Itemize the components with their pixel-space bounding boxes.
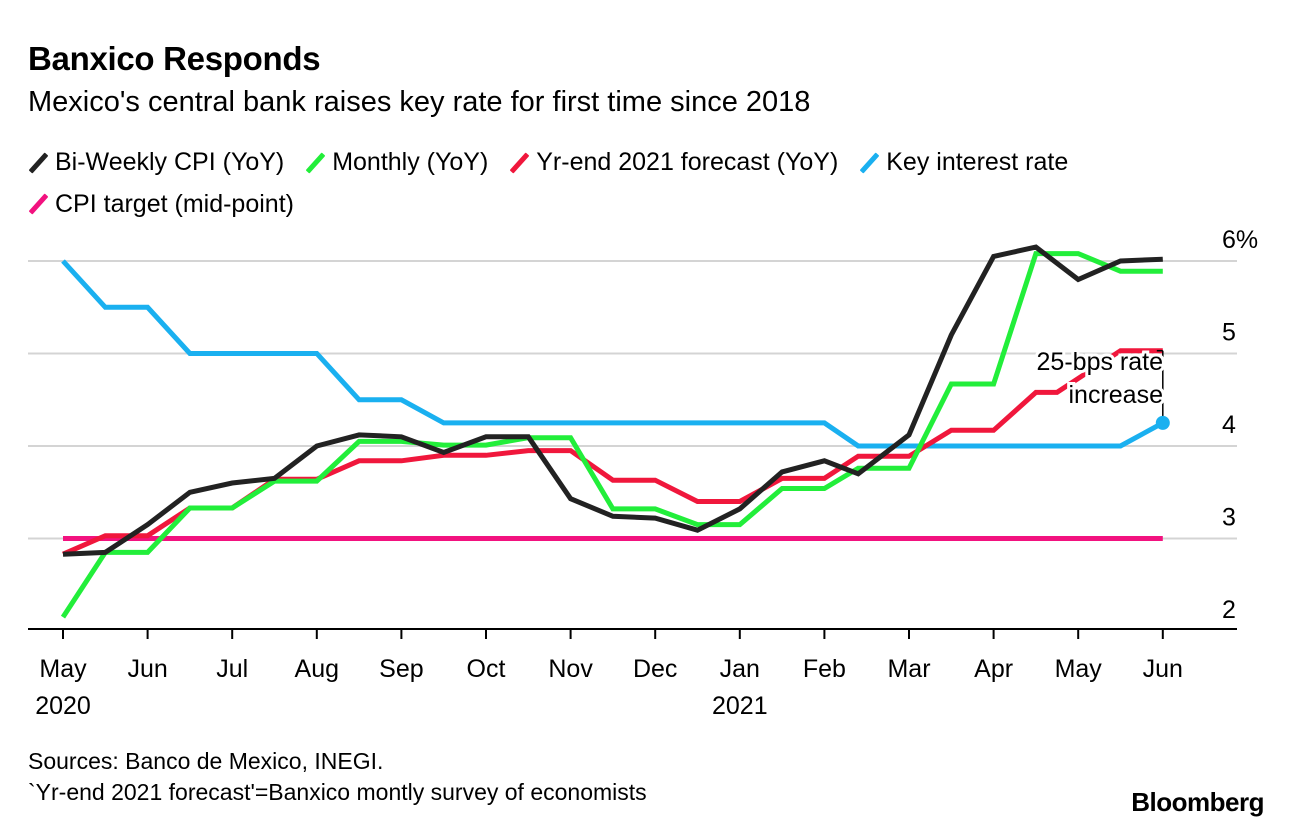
- y-tick-label-4: 4: [1222, 411, 1236, 439]
- x-year-label-2020: 2020: [35, 692, 91, 720]
- forecast-footnote: `Yr-end 2021 forecast'=Banxico montly su…: [28, 779, 647, 805]
- legend-label-cpi-target: CPI target (mid-point): [55, 189, 294, 218]
- y-tick-label-5: 5: [1222, 319, 1236, 347]
- legend-label-key-rate: Key interest rate: [886, 148, 1069, 176]
- y-tick-label-3: 3: [1222, 504, 1236, 532]
- x-tick-label-2: Jul: [216, 655, 248, 683]
- legend-label-monthly: Monthly (YoY): [332, 148, 489, 176]
- x-tick-label-12: May: [1055, 655, 1103, 683]
- annotation-text-line-1: increase: [1069, 381, 1164, 409]
- x-tick-label-0: May: [39, 655, 87, 683]
- y-tick-label-2: 2: [1222, 596, 1236, 624]
- series-line-key-interest-rate: [61, 259, 1164, 449]
- line-chart: 6% 5 4 3 2 May 2020 Jun Jul Aug Sep Oct Nov Dec Jan 202…: [28, 226, 1258, 720]
- series-line-bi-weekly-cpi-yoy: [62, 244, 1163, 557]
- chart-subtitle: Mexico's central bank raises key rate fo…: [28, 86, 811, 118]
- chart-title: Banxico Responds: [28, 40, 321, 77]
- legend-item-biweekly-cpi: Bi-Weekly CPI (YoY): [28, 144, 284, 181]
- x-tick-label-3: Aug: [295, 655, 339, 683]
- x-tick-label-1: Jun: [127, 655, 167, 683]
- chart-legend: Bi-Weekly CPI (YoY) Monthly (YoY) Yr-end…: [28, 144, 1268, 227]
- annotation-text-line-0: 25-bps rate: [1037, 348, 1163, 376]
- legend-item-forecast: Yr-end 2021 forecast (YoY): [509, 144, 838, 181]
- chart-source-note: Sources: Banco de Mexico, INEGI. `Yr-end…: [28, 746, 647, 808]
- x-tick-label-11: Apr: [974, 655, 1013, 683]
- sources-text: Sources: Banco de Mexico, INEGI.: [28, 748, 384, 774]
- x-tick-label-5: Oct: [467, 655, 506, 683]
- x-tick-label-13: Jun: [1143, 655, 1183, 683]
- legend-item-monthly: Monthly (YoY): [305, 144, 488, 181]
- x-tick-label-7: Dec: [633, 655, 677, 683]
- x-year-label-2021: 2021: [712, 692, 768, 720]
- x-tick-label-4: Sep: [379, 655, 423, 683]
- x-tick-label-6: Nov: [548, 655, 593, 683]
- series-line-monthly-yoy: [60, 251, 1163, 619]
- legend-item-cpi-target: CPI target (mid-point): [28, 186, 294, 223]
- x-tick-label-10: Mar: [887, 655, 930, 683]
- x-tick-label-8: Jan: [720, 655, 760, 683]
- y-tick-label-6: 6%: [1222, 226, 1258, 254]
- legend-label-forecast: Yr-end 2021 forecast (YoY): [536, 148, 839, 176]
- legend-item-key-rate: Key interest rate: [859, 144, 1068, 181]
- bloomberg-logo: Bloomberg: [1131, 787, 1264, 817]
- x-tick-label-9: Feb: [803, 655, 846, 683]
- key-rate-end-marker: [1155, 415, 1170, 430]
- series-line-yr-end-2021-forecast-yoy: [61, 348, 1163, 557]
- legend-label-biweekly-cpi: Bi-Weekly CPI (YoY): [55, 148, 285, 176]
